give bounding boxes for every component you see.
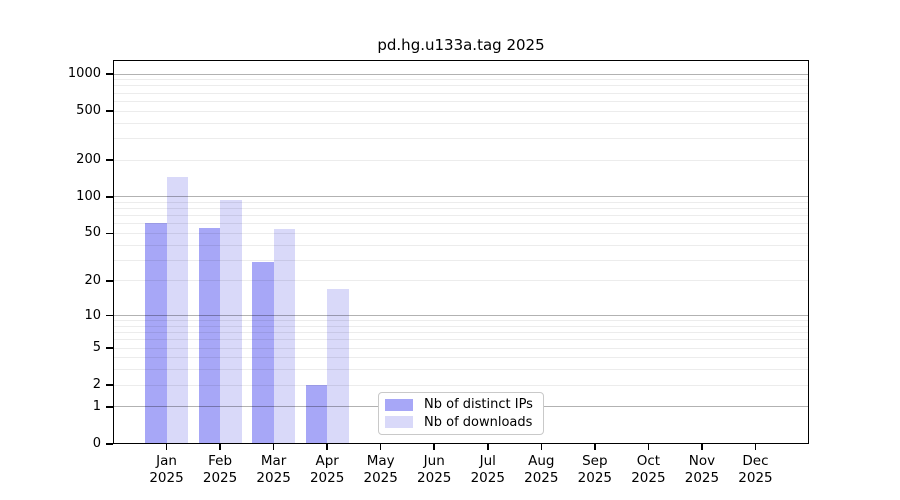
x-tick-aug — [540, 444, 543, 450]
x-tick-label-apr: Apr 2025 — [309, 453, 345, 486]
y-tick-label-1000: 1000 — [67, 66, 101, 82]
gridline-y-6 — [113, 339, 809, 341]
x-tick-label-jul: Jul 2025 — [470, 453, 505, 486]
gridline-y-800 — [113, 85, 809, 87]
gridline-y-90 — [113, 201, 809, 203]
bar-distinct-ips-jan — [145, 222, 167, 444]
x-tick-sep — [594, 444, 596, 450]
y-tick-label-0: 0 — [92, 436, 101, 451]
x-tick-feb — [219, 444, 221, 450]
legend-swatch-downloads-icon — [385, 416, 413, 429]
gridline-y-5 — [113, 347, 809, 349]
plot-area — [113, 60, 809, 444]
legend-label-distinct-ips: Nb of distinct IPs — [424, 397, 533, 413]
x-tick-label-nov: Nov 2025 — [684, 453, 720, 486]
gridline-y-600 — [113, 100, 809, 102]
gridline-y-60 — [113, 223, 809, 225]
gridline-y-30 — [113, 259, 809, 261]
y-tick-2 — [106, 384, 113, 386]
gridline-y-80 — [113, 208, 809, 210]
x-tick-label-may: May 2025 — [363, 453, 398, 486]
gridline-y-9 — [113, 320, 809, 322]
y-tick-label-5: 5 — [92, 340, 101, 356]
x-tick-label-mar: Mar 2025 — [256, 453, 291, 486]
gridline-y-4 — [113, 357, 809, 359]
bar-distinct-ips-apr — [305, 385, 328, 444]
y-tick-200 — [106, 159, 113, 161]
x-tick-label-aug: Aug 2025 — [524, 453, 559, 486]
bar-distinct-ips-mar — [252, 261, 274, 444]
bar-downloads-apr — [327, 289, 349, 444]
gridline-y-100 — [113, 196, 809, 198]
legend: Nb of distinct IPs Nb of downloads — [378, 392, 544, 435]
gridline-y-3 — [113, 369, 809, 371]
gridline-y-400 — [113, 122, 809, 124]
legend-item-distinct-ips: Nb of distinct IPs — [379, 396, 543, 413]
bar-downloads-mar — [273, 229, 296, 444]
x-tick-jul — [487, 444, 489, 450]
x-tick-jan — [165, 444, 168, 450]
x-tick-nov — [701, 444, 703, 450]
x-tick-label-jan: Jan 2025 — [149, 453, 184, 486]
y-tick-20 — [106, 280, 113, 282]
x-tick-mar — [272, 444, 275, 450]
y-tick-label-20: 20 — [84, 272, 101, 288]
x-tick-label-jun: Jun 2025 — [417, 453, 452, 486]
gridline-y-1000 — [113, 73, 809, 75]
gridline-y-20 — [113, 280, 809, 282]
gridline-y-40 — [113, 244, 809, 246]
x-tick-may — [379, 444, 382, 450]
bar-downloads-feb — [220, 199, 242, 444]
x-tick-jun — [433, 444, 435, 450]
y-tick-label-10: 10 — [84, 307, 101, 323]
y-tick-50 — [106, 232, 113, 235]
gridline-y-7 — [113, 332, 809, 334]
y-tick-10 — [106, 314, 113, 317]
bar-distinct-ips-feb — [198, 228, 221, 444]
gridline-y-200 — [113, 159, 809, 161]
y-tick-0 — [106, 443, 113, 445]
gridline-y-50 — [113, 232, 809, 234]
gridline-y-300 — [113, 137, 809, 139]
y-tick-label-500: 500 — [76, 103, 101, 119]
x-tick-apr — [326, 444, 328, 450]
legend-item-downloads: Nb of downloads — [379, 414, 543, 431]
y-tick-label-200: 200 — [76, 152, 101, 167]
gridline-y-700 — [113, 92, 809, 94]
y-tick-label-100: 100 — [76, 188, 101, 204]
gridline-y-8 — [113, 325, 809, 327]
gridline-y-900 — [113, 79, 809, 81]
y-tick-1 — [106, 406, 113, 408]
gridline-y-10 — [113, 315, 809, 317]
gridline-y-2 — [113, 384, 809, 386]
bar-downloads-jan — [166, 177, 189, 444]
x-tick-label-dec: Dec 2025 — [738, 453, 773, 486]
y-tick-500 — [106, 110, 113, 112]
chart-title: pd.hg.u133a.tag 2025 — [377, 36, 545, 54]
y-tick-5 — [106, 347, 113, 349]
y-tick-100 — [106, 196, 113, 198]
y-tick-label-2: 2 — [92, 377, 101, 393]
y-tick-label-50: 50 — [84, 225, 101, 241]
x-tick-label-feb: Feb 2025 — [202, 453, 238, 486]
x-tick-dec — [754, 444, 757, 450]
gridline-y-500 — [113, 110, 809, 112]
y-tick-label-1: 1 — [92, 398, 101, 414]
y-tick-1000 — [106, 73, 113, 75]
x-tick-label-sep: Sep 2025 — [577, 453, 613, 486]
legend-label-downloads: Nb of downloads — [424, 414, 533, 430]
gridline-y-70 — [113, 215, 809, 217]
legend-swatch-distinct-ips-icon — [385, 398, 413, 411]
x-tick-oct — [647, 444, 650, 450]
x-tick-label-oct: Oct 2025 — [631, 453, 666, 486]
